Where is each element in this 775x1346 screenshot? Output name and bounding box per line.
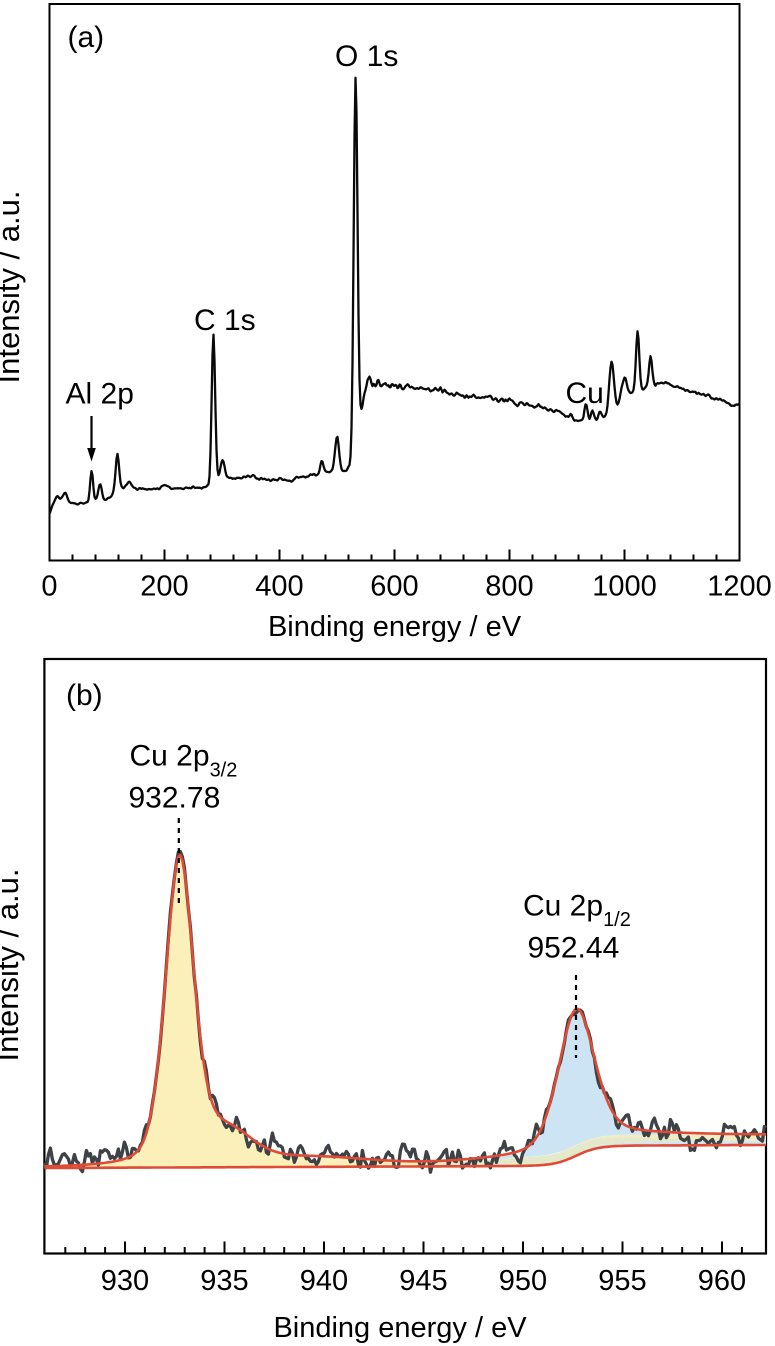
svg-text:O 1s: O 1s: [335, 40, 398, 73]
svg-text:1000: 1000: [592, 571, 657, 603]
svg-text:955: 955: [598, 1265, 646, 1297]
svg-text:Binding energy / eV: Binding energy / eV: [273, 1312, 527, 1344]
svg-text:Cu: Cu: [566, 377, 604, 410]
svg-text:960: 960: [698, 1265, 746, 1297]
svg-text:940: 940: [300, 1265, 348, 1297]
svg-text:Intensity / a.u.: Intensity / a.u.: [0, 869, 25, 1062]
svg-text:1200: 1200: [707, 571, 772, 603]
svg-text:400: 400: [255, 571, 303, 603]
svg-text:(a): (a): [68, 21, 105, 54]
svg-text:950: 950: [499, 1265, 547, 1297]
svg-text:945: 945: [399, 1265, 447, 1297]
svg-text:800: 800: [485, 571, 533, 603]
svg-text:600: 600: [370, 571, 418, 603]
svg-text:935: 935: [200, 1265, 248, 1297]
svg-text:(b): (b): [66, 679, 103, 712]
svg-text:Al 2p: Al 2p: [66, 378, 134, 411]
svg-text:952.44: 952.44: [528, 932, 620, 965]
svg-text:C 1s: C 1s: [194, 304, 256, 337]
svg-text:Binding energy / eV: Binding energy / eV: [268, 611, 522, 643]
svg-text:200: 200: [140, 571, 188, 603]
svg-text:930: 930: [101, 1265, 149, 1297]
svg-text:932.78: 932.78: [129, 782, 221, 815]
svg-text:0: 0: [41, 571, 57, 603]
svg-text:Intensity / a.u.: Intensity / a.u.: [0, 191, 26, 384]
